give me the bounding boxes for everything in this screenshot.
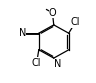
Text: O: O [49, 8, 57, 18]
Text: N: N [19, 28, 26, 38]
Text: Cl: Cl [70, 17, 80, 27]
Text: N: N [54, 59, 62, 69]
Text: Cl: Cl [32, 58, 41, 68]
